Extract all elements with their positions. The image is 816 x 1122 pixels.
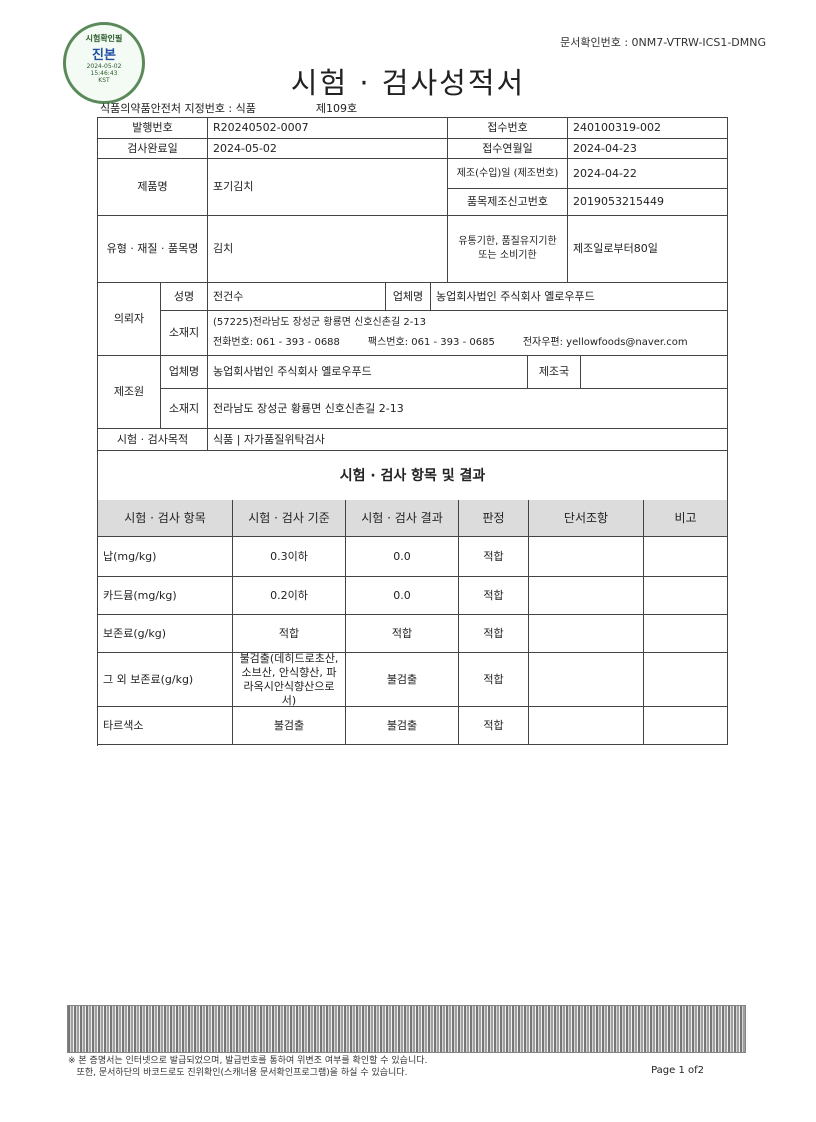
page-title: 시험 · 검사성적서	[290, 66, 526, 100]
remarks	[644, 577, 728, 615]
phone: 전화번호: 061 - 393 - 0688	[213, 337, 340, 348]
client-address-cell: (57225)전라남도 장성군 황룡면 신호신촌길 2-13 전화번호: 061…	[208, 311, 728, 356]
footer-note: ※ 본 증명서는 인터넷으로 발급되었으며, 발급번호를 통하여 위변조 여부를…	[68, 1055, 427, 1079]
country	[581, 356, 728, 389]
receipt-date-label: 접수연월일	[448, 139, 568, 159]
test-item: 카드뮴(mg/kg)	[98, 577, 233, 615]
receipt-date: 2024-04-23	[568, 139, 728, 159]
test-item: 그 외 보존료(g/kg)	[98, 653, 233, 707]
judgement: 적합	[459, 707, 529, 745]
judgement: 적합	[459, 615, 529, 653]
header-test-standard: 시험 · 검사 기준	[233, 500, 346, 537]
test-standard: 0.3이하	[233, 537, 346, 577]
issue-no: R20240502-0007	[208, 118, 448, 139]
header-test-result: 시험 · 검사 결과	[346, 500, 459, 537]
proviso	[529, 577, 644, 615]
purpose-label: 시험 · 검사목적	[98, 429, 208, 451]
test-item: 보존료(g/kg)	[98, 615, 233, 653]
type-label: 유형 · 재질 · 품목명	[98, 216, 208, 283]
product: 포기김치	[208, 159, 448, 216]
mfg-date: 2024-04-22	[568, 159, 728, 189]
test-result: 불검출	[346, 653, 459, 707]
verification-barcode	[67, 1005, 746, 1053]
test-item: 납(mg/kg)	[98, 537, 233, 577]
test-standard: 불검출	[233, 707, 346, 745]
footer-note-2: 또한, 문서하단의 바코드로도 진위확인(스캐너용 문서확인프로그램)을 하실 …	[68, 1068, 408, 1078]
client-address: (57225)전라남도 장성군 황룡면 신호신촌길 2-13	[213, 317, 427, 328]
authenticity-stamp: 시험확인필 진본 2024-05-02 15:46:43 KST	[63, 22, 145, 104]
test-result: 불검출	[346, 707, 459, 745]
judgement: 적합	[459, 537, 529, 577]
proviso	[529, 653, 644, 707]
header-judgement: 판정	[459, 500, 529, 537]
report-no: 2019053215449	[568, 189, 728, 216]
doc-confirm-number: 문서확인번호 : 0NM7-VTRW-ICS1-DMNG	[560, 36, 766, 49]
receipt-no: 240100319-002	[568, 118, 728, 139]
contact-line: 전화번호: 061 - 393 - 0688 팩스번호: 061 - 393 - …	[213, 336, 716, 350]
issue-no-label: 발행번호	[98, 118, 208, 139]
client-name: 전건수	[208, 283, 386, 311]
header-proviso: 단서조항	[529, 500, 644, 537]
maker-address-label: 소재지	[161, 389, 208, 429]
mfg-date-label: 제조(수입)일 (제조번호)	[448, 159, 568, 189]
proviso	[529, 537, 644, 577]
fax: 팩스번호: 061 - 393 - 0685	[367, 337, 495, 348]
test-standard: 0.2이하	[233, 577, 346, 615]
company-label: 업체명	[386, 283, 431, 311]
designation-no: 제109호	[315, 102, 358, 115]
remarks	[644, 653, 728, 707]
receipt-no-label: 접수번호	[448, 118, 568, 139]
maker-company-label: 업체명	[161, 356, 208, 389]
judgement: 적합	[459, 653, 529, 707]
complete-date: 2024-05-02	[208, 139, 448, 159]
test-item: 타르색소	[98, 707, 233, 745]
email: 전자우편: yellowfoods@naver.com	[522, 337, 688, 348]
proviso	[529, 707, 644, 745]
test-standard: 불검출(데히드로초산, 소브산, 안식향산, 파라옥시안식향산으로서)	[233, 652, 346, 707]
remarks	[644, 707, 728, 745]
expiry-label: 유통기한, 품질유지기한 또는 소비기한	[448, 216, 568, 283]
header-remarks: 비고	[644, 500, 728, 537]
complete-date-label: 검사완료일	[98, 139, 208, 159]
report-no-label: 품목제조신고번호	[448, 189, 568, 216]
designation-number: 식품의약품안전처 지정번호 : 식품 제109호	[100, 100, 357, 116]
type: 김치	[208, 216, 448, 283]
judgement: 적합	[459, 577, 529, 615]
designation-label: 식품의약품안전처 지정번호 : 식품	[100, 102, 256, 115]
header-test-item: 시험 · 검사 항목	[98, 500, 233, 537]
client-company: 농업회사법인 주식회사 옐로우푸드	[431, 283, 728, 311]
page-number: Page 1 of2	[651, 1065, 704, 1076]
product-label: 제품명	[98, 159, 208, 216]
test-standard: 적합	[233, 615, 346, 653]
client-label: 의뢰자	[98, 283, 161, 356]
address-label: 소재지	[161, 311, 208, 356]
test-result: 적합	[346, 615, 459, 653]
footer-note-1: ※ 본 증명서는 인터넷으로 발급되었으며, 발급번호를 통하여 위변조 여부를…	[68, 1056, 428, 1066]
remarks	[644, 537, 728, 577]
test-result: 0.0	[346, 537, 459, 577]
maker-company: 농업회사법인 주식회사 옐로우푸드	[208, 356, 528, 389]
purpose: 식품 | 자가품질위탁검사	[208, 429, 728, 451]
expiry: 제조일로부터80일	[568, 216, 728, 283]
remarks	[644, 615, 728, 653]
name-label: 성명	[161, 283, 208, 311]
country-label: 제조국	[528, 356, 581, 389]
test-result: 0.0	[346, 577, 459, 615]
maker-address: 전라남도 장성군 황룡면 신호신촌길 2-13	[208, 389, 728, 429]
proviso	[529, 615, 644, 653]
results-section-title: 시험 · 검사 항목 및 결과	[98, 451, 728, 501]
maker-label: 제조원	[98, 356, 161, 429]
